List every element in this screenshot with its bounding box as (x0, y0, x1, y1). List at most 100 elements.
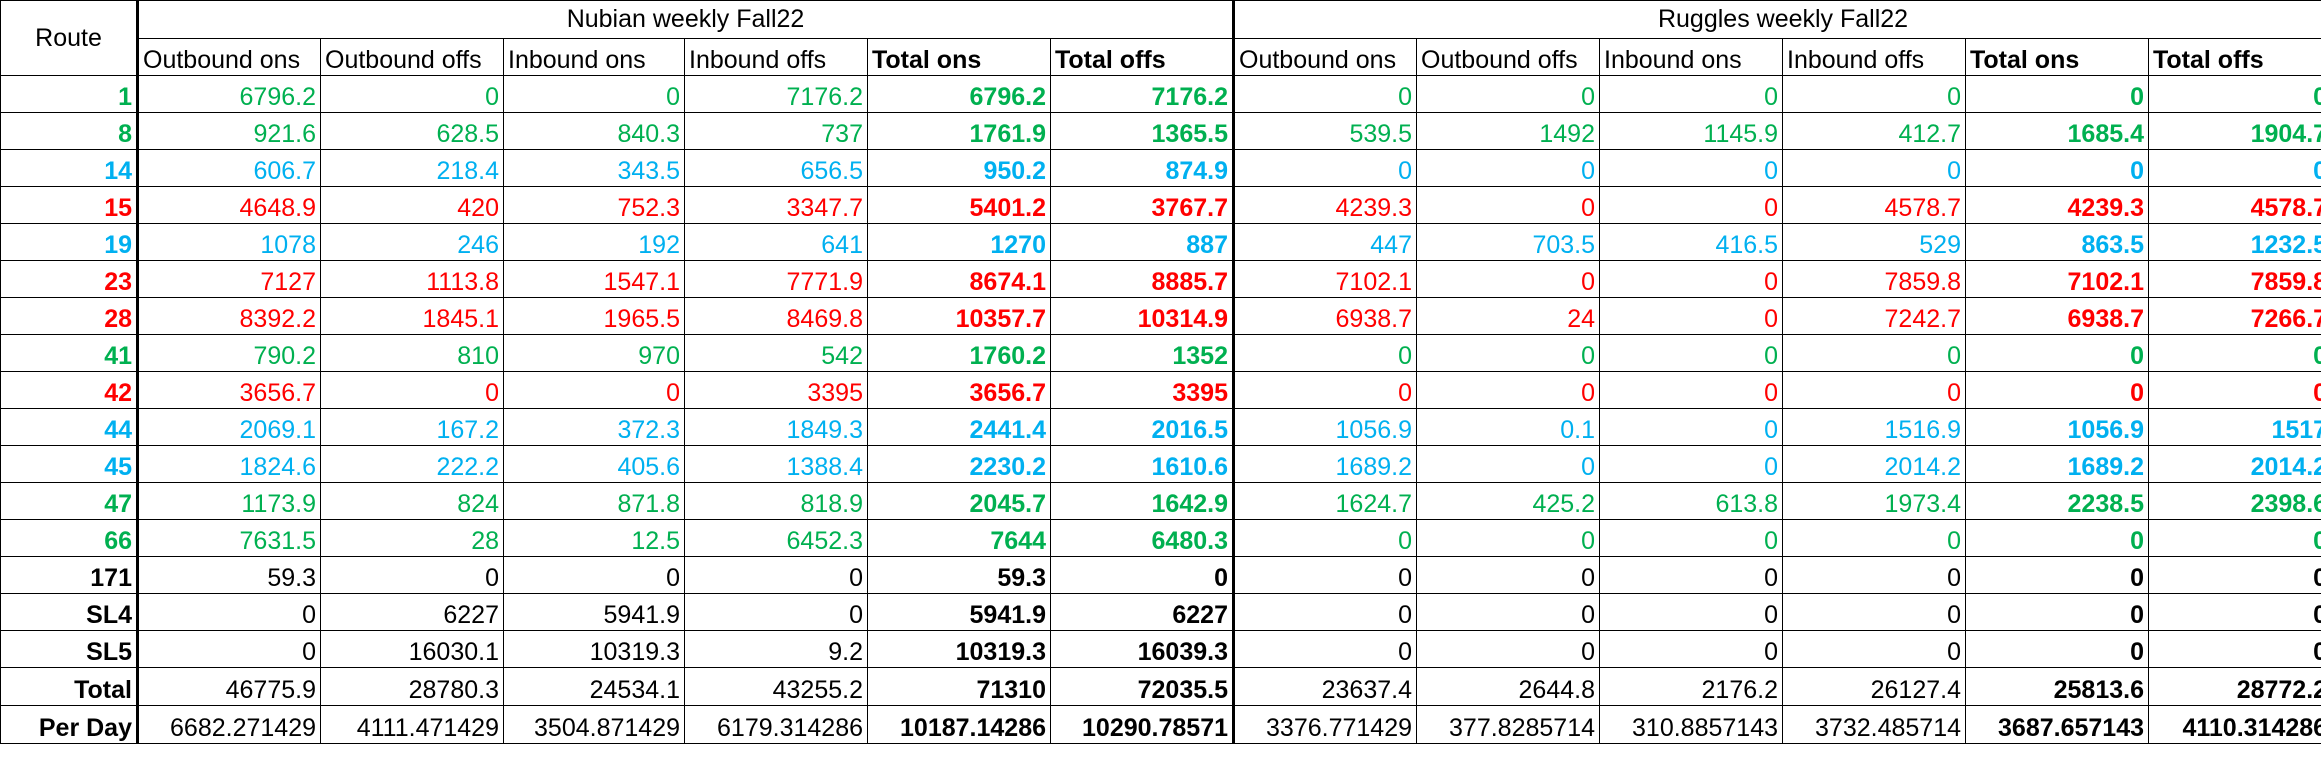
ruggles-outbound-ons-cell[interactable]: 539.5 (1232, 112, 1417, 150)
nubian-total-offs-summary-cell[interactable]: 72035.5 (1050, 667, 1234, 706)
route-cell[interactable]: 44 (0, 408, 138, 446)
ruggles-inbound-offs-summary-cell[interactable]: 26127.4 (1782, 667, 1966, 706)
nubian-outbound-offs-cell[interactable]: 1845.1 (320, 297, 504, 335)
ruggles-outbound-ons-cell[interactable]: 1624.7 (1232, 482, 1417, 520)
ruggles-outbound-ons-cell[interactable]: 4239.3 (1232, 186, 1417, 224)
ruggles-header-inbound-ons[interactable]: Inbound ons (1599, 38, 1783, 76)
ruggles-outbound-offs-cell[interactable]: 24 (1416, 297, 1600, 335)
nubian-inbound-ons-cell[interactable]: 752.3 (503, 186, 685, 224)
route-cell[interactable]: 1 (0, 75, 138, 113)
ruggles-inbound-offs-cell[interactable]: 529 (1782, 223, 1966, 261)
nubian-group-title[interactable]: Nubian weekly Fall22 (136, 0, 1234, 39)
nubian-inbound-offs-summary-cell[interactable]: 43255.2 (684, 667, 868, 706)
ruggles-inbound-ons-cell[interactable]: 416.5 (1599, 223, 1783, 261)
ruggles-header-outbound-offs[interactable]: Outbound offs (1416, 38, 1600, 76)
nubian-outbound-offs-cell[interactable]: 420 (320, 186, 504, 224)
nubian-total-offs-cell[interactable]: 7176.2 (1050, 75, 1234, 113)
ruggles-inbound-offs-cell[interactable]: 2014.2 (1782, 445, 1966, 483)
ruggles-outbound-ons-summary-cell[interactable]: 3376.771429 (1232, 705, 1417, 744)
nubian-inbound-offs-cell[interactable]: 818.9 (684, 482, 868, 520)
ruggles-outbound-ons-cell[interactable]: 1689.2 (1232, 445, 1417, 483)
ruggles-group-title[interactable]: Ruggles weekly Fall22 (1231, 0, 2321, 39)
ruggles-outbound-offs-cell[interactable]: 0 (1416, 186, 1600, 224)
nubian-outbound-ons-cell[interactable]: 790.2 (136, 334, 321, 372)
ruggles-total-ons-cell[interactable]: 0 (1965, 630, 2149, 668)
ruggles-total-offs-cell[interactable]: 0 (2147, 75, 2321, 113)
ruggles-outbound-ons-cell[interactable]: 0 (1232, 75, 1417, 113)
nubian-inbound-offs-cell[interactable]: 641 (684, 223, 868, 261)
nubian-outbound-offs-cell[interactable]: 824 (320, 482, 504, 520)
nubian-inbound-offs-cell[interactable]: 7771.9 (684, 260, 868, 298)
nubian-outbound-ons-cell[interactable]: 8392.2 (136, 297, 321, 335)
ruggles-inbound-offs-cell[interactable]: 0 (1782, 149, 1966, 187)
nubian-inbound-offs-cell[interactable]: 737 (684, 112, 868, 150)
nubian-header-total-offs[interactable]: Total offs (1050, 38, 1234, 76)
nubian-total-ons-cell[interactable]: 5401.2 (867, 186, 1051, 224)
ruggles-inbound-ons-cell[interactable]: 0 (1599, 186, 1783, 224)
nubian-inbound-ons-cell[interactable]: 1965.5 (503, 297, 685, 335)
nubian-total-ons-cell[interactable]: 7644 (867, 519, 1051, 557)
ruggles-header-inbound-offs[interactable]: Inbound offs (1782, 38, 1966, 76)
ruggles-inbound-offs-cell[interactable]: 0 (1782, 519, 1966, 557)
nubian-outbound-ons-summary-cell[interactable]: 46775.9 (136, 667, 321, 706)
ruggles-outbound-ons-cell[interactable]: 0 (1232, 371, 1417, 409)
nubian-total-ons-cell[interactable]: 10357.7 (867, 297, 1051, 335)
ruggles-inbound-ons-cell[interactable]: 0 (1599, 408, 1783, 446)
route-cell[interactable]: SL5 (0, 630, 138, 668)
nubian-outbound-ons-cell[interactable]: 606.7 (136, 149, 321, 187)
ruggles-outbound-ons-cell[interactable]: 0 (1232, 149, 1417, 187)
nubian-total-ons-cell[interactable]: 59.3 (867, 556, 1051, 594)
nubian-total-offs-cell[interactable]: 6227 (1050, 593, 1234, 631)
ruggles-header-outbound-ons[interactable]: Outbound ons (1232, 38, 1417, 76)
nubian-outbound-ons-cell[interactable]: 6796.2 (136, 75, 321, 113)
ruggles-inbound-offs-cell[interactable]: 0 (1782, 630, 1966, 668)
nubian-total-ons-cell[interactable]: 1761.9 (867, 112, 1051, 150)
nubian-inbound-ons-cell[interactable]: 343.5 (503, 149, 685, 187)
ruggles-inbound-ons-cell[interactable]: 0 (1599, 334, 1783, 372)
nubian-header-total-ons[interactable]: Total ons (867, 38, 1051, 76)
ruggles-total-offs-cell[interactable]: 0 (2147, 334, 2321, 372)
ruggles-total-offs-cell[interactable]: 1232.5 (2147, 223, 2321, 261)
nubian-total-ons-cell[interactable]: 950.2 (867, 149, 1051, 187)
ruggles-total-offs-cell[interactable]: 7266.7 (2147, 297, 2321, 335)
nubian-total-ons-cell[interactable]: 3656.7 (867, 371, 1051, 409)
ruggles-header-total-ons[interactable]: Total ons (1965, 38, 2149, 76)
nubian-outbound-offs-cell[interactable]: 1113.8 (320, 260, 504, 298)
nubian-inbound-ons-cell[interactable]: 840.3 (503, 112, 685, 150)
nubian-inbound-offs-summary-cell[interactable]: 6179.314286 (684, 705, 868, 744)
route-header[interactable]: Route (0, 0, 138, 76)
nubian-total-ons-cell[interactable]: 1760.2 (867, 334, 1051, 372)
nubian-outbound-offs-cell[interactable]: 0 (320, 556, 504, 594)
ruggles-total-ons-cell[interactable]: 0 (1965, 75, 2149, 113)
route-cell[interactable]: 19 (0, 223, 138, 261)
route-cell[interactable]: 28 (0, 297, 138, 335)
summary-label-cell[interactable]: Total (0, 667, 138, 706)
ruggles-total-ons-cell[interactable]: 0 (1965, 149, 2149, 187)
ruggles-total-ons-cell[interactable]: 0 (1965, 593, 2149, 631)
ruggles-outbound-ons-cell[interactable]: 0 (1232, 630, 1417, 668)
ruggles-inbound-ons-cell[interactable]: 0 (1599, 75, 1783, 113)
nubian-outbound-ons-cell[interactable]: 2069.1 (136, 408, 321, 446)
nubian-total-offs-cell[interactable]: 8885.7 (1050, 260, 1234, 298)
nubian-total-offs-cell[interactable]: 3767.7 (1050, 186, 1234, 224)
ruggles-inbound-ons-cell[interactable]: 0 (1599, 630, 1783, 668)
ruggles-inbound-offs-cell[interactable]: 4578.7 (1782, 186, 1966, 224)
nubian-outbound-offs-cell[interactable]: 16030.1 (320, 630, 504, 668)
nubian-total-offs-cell[interactable]: 1610.6 (1050, 445, 1234, 483)
nubian-inbound-ons-cell[interactable]: 970 (503, 334, 685, 372)
nubian-outbound-offs-cell[interactable]: 0 (320, 371, 504, 409)
nubian-inbound-offs-cell[interactable]: 0 (684, 556, 868, 594)
ruggles-inbound-offs-cell[interactable]: 0 (1782, 556, 1966, 594)
nubian-total-offs-cell[interactable]: 0 (1050, 556, 1234, 594)
ruggles-inbound-ons-cell[interactable]: 0 (1599, 593, 1783, 631)
ruggles-outbound-ons-cell[interactable]: 0 (1232, 556, 1417, 594)
nubian-outbound-ons-cell[interactable]: 1824.6 (136, 445, 321, 483)
ruggles-total-offs-cell[interactable]: 0 (2147, 149, 2321, 187)
nubian-inbound-ons-summary-cell[interactable]: 3504.871429 (503, 705, 685, 744)
nubian-total-offs-cell[interactable]: 3395 (1050, 371, 1234, 409)
ruggles-outbound-offs-summary-cell[interactable]: 2644.8 (1416, 667, 1600, 706)
nubian-outbound-offs-cell[interactable]: 0 (320, 75, 504, 113)
nubian-header-outbound-offs[interactable]: Outbound offs (320, 38, 504, 76)
ruggles-inbound-ons-cell[interactable]: 0 (1599, 371, 1783, 409)
ruggles-inbound-offs-cell[interactable]: 0 (1782, 75, 1966, 113)
